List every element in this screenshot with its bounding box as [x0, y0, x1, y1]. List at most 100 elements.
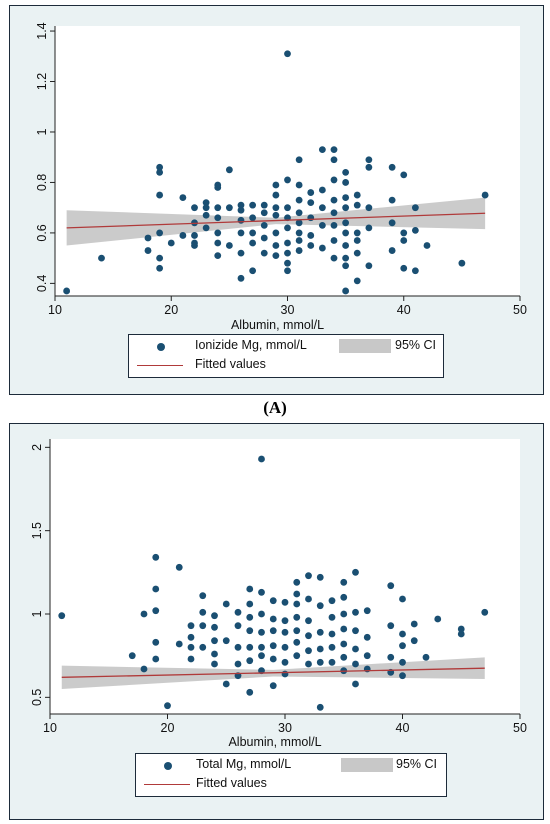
data-point	[281, 658, 289, 666]
data-point	[246, 613, 254, 621]
data-point	[295, 229, 303, 237]
data-point	[249, 239, 257, 247]
legend-marker-points-icon	[164, 762, 172, 770]
data-point	[399, 672, 406, 680]
data-point	[167, 239, 175, 247]
data-point	[260, 221, 268, 229]
data-point	[305, 647, 312, 655]
legend-label-points: Total Mg, mmol/L	[196, 757, 292, 771]
legend-ci-swatch-icon	[339, 339, 391, 353]
data-point	[211, 612, 218, 620]
x-tick-label: 50	[513, 303, 527, 317]
data-point	[316, 658, 324, 666]
data-point	[260, 201, 268, 209]
data-point	[295, 237, 303, 244]
data-point	[330, 176, 338, 184]
data-point	[400, 229, 408, 237]
data-point	[353, 249, 361, 257]
data-point	[305, 572, 312, 580]
data-point	[272, 181, 280, 189]
data-point	[152, 607, 160, 615]
data-point	[410, 620, 418, 628]
data-point	[400, 171, 408, 179]
data-point	[258, 455, 265, 463]
data-point	[187, 643, 195, 651]
data-point	[152, 655, 160, 663]
data-point	[293, 613, 301, 621]
chart-panel-a: 10 20 30 40 50 0.4 0.6 0.8 1 1.2 1.4 Albumin, mmol/…	[9, 5, 544, 395]
data-point	[246, 627, 254, 635]
data-point	[58, 612, 66, 620]
data-point	[411, 267, 419, 275]
x-tick-label: 30	[281, 303, 295, 317]
data-point	[458, 259, 466, 267]
data-point	[318, 204, 326, 212]
data-point	[156, 191, 164, 199]
data-point	[156, 168, 164, 176]
data-point	[353, 237, 361, 244]
data-point	[284, 239, 291, 247]
data-point	[305, 632, 312, 640]
data-point	[307, 214, 315, 222]
data-point	[352, 568, 359, 576]
data-point	[214, 252, 222, 260]
data-point	[140, 610, 148, 618]
data-point	[400, 264, 408, 272]
data-point	[305, 595, 312, 603]
data-point	[179, 194, 187, 201]
data-point	[342, 287, 350, 295]
data-point	[284, 176, 291, 184]
data-point	[269, 655, 277, 663]
legend-label-fit: Fitted values	[195, 357, 266, 371]
data-point	[214, 184, 222, 191]
data-point	[388, 163, 396, 171]
data-point	[63, 287, 71, 295]
data-point	[330, 221, 338, 229]
data-point	[156, 229, 164, 237]
y-tick-label: 0.4	[35, 275, 49, 292]
data-point	[269, 642, 277, 650]
data-point	[272, 211, 280, 219]
y-tick-label: 0.5	[30, 689, 44, 706]
data-point	[340, 578, 348, 586]
data-point	[249, 229, 257, 237]
legend-ci-swatch-icon	[341, 758, 393, 772]
data-point	[281, 598, 289, 606]
y-tick-label: 0.8	[35, 174, 49, 191]
data-point	[295, 181, 303, 189]
data-point	[434, 615, 442, 623]
data-point	[144, 247, 152, 254]
data-point	[237, 201, 245, 209]
data-point	[342, 194, 350, 201]
data-point	[352, 680, 359, 688]
data-point	[175, 640, 183, 648]
data-point	[411, 226, 419, 234]
data-point	[330, 209, 338, 217]
data-point	[272, 252, 280, 260]
data-point	[258, 628, 265, 636]
data-point	[353, 277, 361, 285]
data-point	[214, 239, 222, 247]
data-point	[328, 630, 336, 638]
data-point	[330, 254, 338, 262]
data-point	[202, 204, 210, 212]
data-point	[234, 622, 242, 630]
data-point	[225, 204, 233, 212]
x-tick-label: 20	[161, 721, 175, 735]
legend-label-ci: 95% CI	[395, 338, 436, 352]
data-point	[140, 665, 148, 673]
data-point	[363, 633, 371, 641]
data-point	[340, 653, 348, 661]
data-point	[328, 613, 336, 621]
data-point	[388, 219, 396, 227]
data-point	[284, 204, 291, 212]
fit-line	[61, 667, 485, 678]
data-point	[187, 633, 195, 641]
data-point	[284, 259, 291, 267]
data-point	[388, 247, 396, 254]
data-point	[305, 617, 312, 625]
data-point	[363, 607, 371, 615]
data-point	[330, 156, 338, 164]
data-point	[152, 553, 160, 561]
data-point	[211, 637, 218, 645]
